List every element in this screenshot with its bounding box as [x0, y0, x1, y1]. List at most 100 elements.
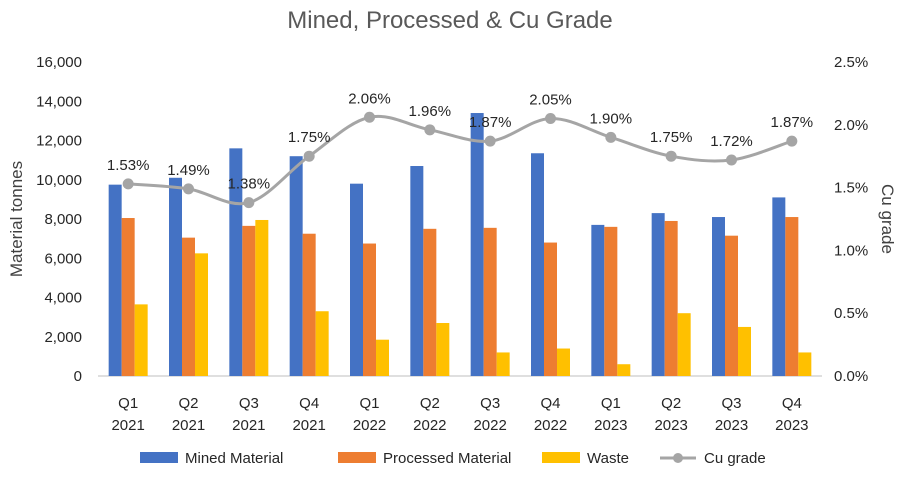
- bar-mined-material: [410, 166, 424, 376]
- cu-grade-marker: [303, 150, 315, 162]
- bar-mined-material: [350, 183, 363, 376]
- x-tick-label-year: 2022: [413, 417, 446, 434]
- x-tick-label-quarter: Q4: [540, 395, 560, 412]
- bars-layer: [108, 113, 812, 377]
- cu-grade-data-label: 1.87%: [469, 114, 512, 131]
- cu-grade-data-label: 2.06%: [348, 90, 391, 107]
- cu-grade-data-label: 1.72%: [710, 133, 753, 150]
- bar-waste: [134, 304, 148, 376]
- legend-label-processed-material: Processed Material: [383, 450, 511, 467]
- bar-processed-material: [664, 220, 678, 376]
- legend-marker-cu-grade: [673, 453, 683, 463]
- bar-processed-material: [544, 242, 557, 376]
- bar-mined-material: [651, 213, 665, 376]
- x-tick-label-year: 2023: [775, 417, 808, 434]
- cu-grade-data-label: 1.49%: [167, 162, 210, 179]
- bar-waste: [315, 311, 329, 376]
- line-layer: [122, 111, 798, 209]
- cu-grade-marker: [545, 113, 556, 125]
- bar-processed-material: [121, 218, 135, 376]
- cu-grade-marker: [484, 135, 496, 147]
- y2-tick-label: 2.0%: [834, 117, 868, 134]
- y2-tick-label: 1.5%: [834, 180, 868, 197]
- x-tick-label-quarter: Q1: [359, 395, 379, 412]
- y-tick-label: 2,000: [44, 329, 82, 346]
- bar-waste: [798, 352, 812, 376]
- x-tick-label-quarter: Q1: [118, 395, 138, 412]
- y-tick-label: 10,000: [36, 172, 82, 189]
- bar-processed-material: [182, 237, 195, 376]
- bar-mined-material: [289, 156, 303, 376]
- cu-grade-marker: [122, 178, 134, 190]
- y-tick-label: 6,000: [44, 250, 82, 267]
- cu-grade-marker: [665, 150, 677, 162]
- bar-waste: [617, 364, 631, 376]
- bar-mined-material: [229, 148, 243, 376]
- x-tick-label-year: 2022: [534, 417, 567, 434]
- x-tick-label-year: 2023: [654, 417, 687, 434]
- y-tick-label: 16,000: [36, 54, 82, 71]
- bar-waste: [738, 326, 751, 376]
- x-tick-label-quarter: Q2: [661, 395, 681, 412]
- bar-processed-material: [725, 235, 738, 376]
- legend-label-cu-grade: Cu grade: [704, 450, 766, 467]
- y2-tick-label: 1.0%: [834, 242, 868, 259]
- x-tick-label-quarter: Q2: [178, 395, 198, 412]
- legend-label-mined-material: Mined Material: [185, 450, 283, 467]
- bar-mined-material: [712, 217, 725, 376]
- bar-mined-material: [108, 184, 122, 376]
- legend-label-waste: Waste: [587, 450, 629, 467]
- y-tick-label: 14,000: [36, 93, 82, 110]
- cu-grade-data-label: 1.53%: [107, 157, 150, 174]
- bar-waste: [677, 313, 691, 376]
- cu-grade-data-label: 1.96%: [409, 103, 452, 120]
- x-tick-label-year: 2023: [715, 417, 748, 434]
- cu-grade-data-label: 2.05%: [529, 92, 572, 109]
- y-tick-label: 0: [74, 368, 82, 385]
- cu-grade-marker: [424, 124, 436, 136]
- cu-grade-data-label: 1.87%: [771, 114, 814, 131]
- y2-axis-title: Cu grade: [878, 184, 897, 254]
- y-tick-label: 4,000: [44, 290, 82, 307]
- x-tick-label-year: 2021: [111, 417, 144, 434]
- x-tick-label-quarter: Q3: [480, 395, 500, 412]
- x-tick-label-year: 2021: [292, 417, 325, 434]
- x-tick-label-quarter: Q3: [721, 395, 741, 412]
- bar-mined-material: [470, 113, 484, 377]
- x-tick-label-quarter: Q4: [782, 395, 802, 412]
- bar-waste: [195, 253, 208, 376]
- bar-mined-material: [169, 177, 182, 376]
- legend-swatch-waste: [542, 452, 580, 463]
- y-axis-title: Material tonnes: [7, 161, 26, 277]
- bar-waste: [436, 323, 450, 376]
- bar-mined-material: [772, 197, 786, 376]
- cu-grade-data-label: 1.75%: [650, 129, 693, 146]
- x-tick-label-quarter: Q2: [420, 395, 440, 412]
- cu-grade-marker: [605, 131, 617, 143]
- bar-waste: [496, 352, 510, 376]
- bar-mined-material: [591, 224, 605, 376]
- y2-tick-label: 0.0%: [834, 368, 868, 385]
- x-tick-label-quarter: Q4: [299, 395, 319, 412]
- bar-processed-material: [302, 233, 316, 376]
- cu-grade-data-label: 1.90%: [590, 110, 633, 127]
- x-tick-label-year: 2021: [172, 417, 205, 434]
- axes-layer: 0 2,000 4,000 6,000 8,000 10,000 12,000 14,000 1…: [36, 54, 868, 434]
- bar-processed-material: [785, 217, 799, 376]
- data-labels-layer: 1.53% 1.49% 1.38% 1.75% 2.06% 1.96% 1.87% 2.05%…: [107, 90, 813, 192]
- x-tick-label-year: 2022: [473, 417, 506, 434]
- bar-waste: [376, 339, 389, 376]
- bar-processed-material: [604, 226, 618, 376]
- bar-processed-material: [363, 243, 376, 376]
- y-tick-label: 8,000: [44, 211, 82, 228]
- cu-grade-marker: [364, 111, 375, 123]
- x-tick-label-year: 2022: [353, 417, 386, 434]
- y2-tick-label: 0.5%: [834, 305, 868, 322]
- cu-grade-data-label: 1.38%: [228, 176, 271, 193]
- x-tick-label-quarter: Q3: [239, 395, 259, 412]
- cu-grade-marker: [726, 154, 737, 166]
- legend-swatch-mined-material: [140, 452, 178, 463]
- y2-tick-label: 2.5%: [834, 54, 868, 71]
